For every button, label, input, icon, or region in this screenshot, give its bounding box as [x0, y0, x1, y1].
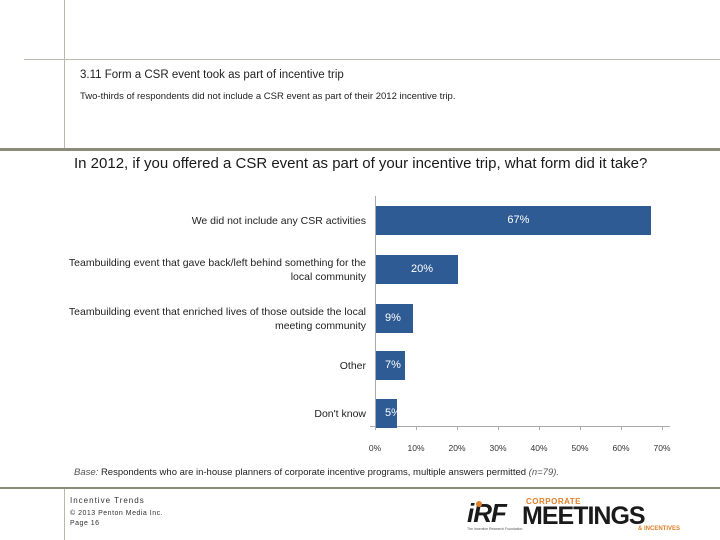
x-tick-6 — [621, 426, 622, 430]
category-label-2: Teambuilding event that gave back/left b… — [68, 256, 366, 283]
bar-value-label-2: 20% — [410, 262, 434, 275]
x-tick-2 — [457, 426, 458, 430]
top-horizontal-rule — [24, 59, 720, 60]
base-label: Base: — [74, 467, 99, 478]
x-tick-1 — [416, 426, 417, 430]
category-label-4: Other — [339, 359, 366, 372]
bar-value-label-1: 67% — [507, 213, 530, 226]
category-label-3: Teambuilding event that enriched lives o… — [68, 305, 366, 332]
bar-4 — [376, 351, 405, 380]
section-subtitle: Two-thirds of respondents did not includ… — [80, 91, 456, 102]
footer-page-number: Page 16 — [70, 520, 100, 527]
x-tick-4 — [539, 426, 540, 430]
footer-report-name: Incentive Trends — [70, 496, 145, 505]
irf-logo-text: iRF — [467, 498, 507, 528]
bar-value-label-4: 7% — [385, 358, 401, 371]
x-tick-label-2: 20% — [448, 443, 466, 453]
bar-value-label-3: 9% — [385, 311, 401, 324]
logo-incentives-text: & INCENTIVES — [637, 526, 680, 532]
x-tick-label-1: 10% — [407, 443, 425, 453]
x-tick-5 — [580, 426, 581, 430]
irf-logo-tagline: The Incentive Research Foundation — [467, 527, 523, 531]
x-tick-label-5: 50% — [571, 443, 589, 453]
base-note: Base: Respondents who are in-house plann… — [74, 467, 559, 478]
x-axis-line — [370, 426, 670, 427]
footer-divider — [0, 487, 720, 489]
x-tick-label-0: 0% — [368, 443, 382, 453]
x-tick-label-6: 60% — [612, 443, 630, 453]
chart-title: In 2012, if you offered a CSR event as p… — [74, 155, 648, 172]
top-vertical-rule — [64, 0, 65, 148]
x-tick-label-4: 40% — [530, 443, 548, 453]
logo-corporate-text: CORPORATE — [526, 497, 582, 506]
y-axis-line — [375, 196, 376, 426]
irf-logo: iRF The Incentive Research Foundation — [467, 498, 522, 534]
bar-5 — [376, 399, 397, 428]
x-tick-0 — [375, 426, 376, 430]
category-label-1: We did not include any CSR activities — [191, 214, 366, 227]
bar-3 — [376, 304, 413, 333]
x-tick-label-7: 70% — [653, 443, 671, 453]
logo-meetings-text: MEETINGS — [522, 502, 646, 530]
chart-top-divider — [0, 148, 720, 151]
x-tick-7 — [662, 426, 663, 430]
bar-value-label-5: 5% — [385, 406, 401, 419]
bar-1 — [376, 206, 651, 235]
base-n: (n=79). — [528, 467, 560, 478]
bar-2 — [376, 255, 458, 284]
footer-vertical-rule — [64, 489, 65, 540]
base-text: Respondents who are in-house planners of… — [100, 467, 527, 478]
footer-copyright: © 2013 Penton Media Inc. — [70, 510, 164, 517]
section-title: 3.11 Form a CSR event took as part of in… — [80, 69, 344, 81]
corporate-meetings-logo: CORPORATE MEETINGS & INCENTIVES — [522, 497, 682, 535]
category-label-5: Don't know — [314, 407, 366, 420]
x-tick-label-3: 30% — [489, 443, 507, 453]
irf-logo-dot — [476, 501, 482, 507]
x-tick-3 — [498, 426, 499, 430]
